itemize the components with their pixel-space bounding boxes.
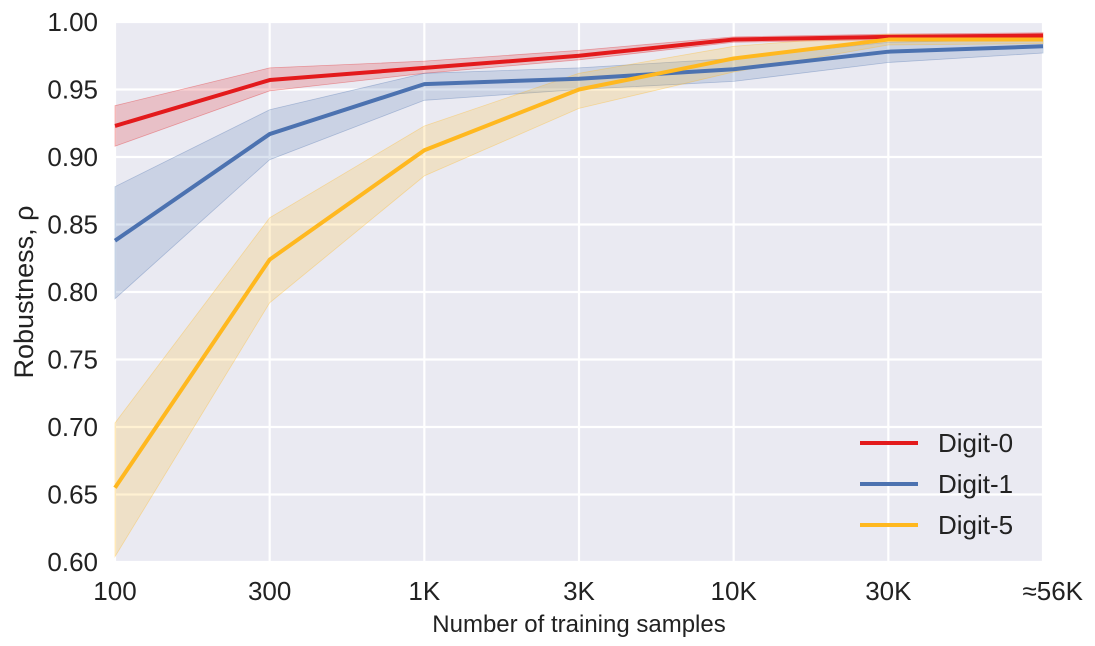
y-tick-label: 0.70 [47, 412, 98, 442]
series-lines [113, 33, 1044, 489]
y-tick-label: 0.85 [47, 210, 98, 240]
confidence-band [114, 33, 1044, 559]
legend: Digit-0 Digit-1 Digit-5 [860, 428, 1013, 540]
series-line [114, 33, 1044, 128]
y-tick-label: 0.90 [47, 142, 98, 172]
y-tick-label: 0.60 [47, 547, 98, 577]
confidence-band [114, 39, 1044, 300]
x-tick-label: 1K [408, 576, 440, 606]
y-tick-label: 1.00 [47, 7, 98, 37]
legend-label: Digit-0 [938, 428, 1013, 458]
y-tick-label: 0.75 [47, 345, 98, 375]
y-tick-label: 0.80 [47, 277, 98, 307]
series-line [113, 37, 1043, 489]
legend-label: Digit-1 [938, 469, 1013, 499]
x-tick-label: 3K [563, 576, 595, 606]
x-tick-label: 100 [93, 576, 136, 606]
legend-label: Digit-5 [938, 510, 1013, 540]
y-tick-label: 0.65 [47, 480, 98, 510]
series-line [113, 44, 1044, 243]
y-tick-label: 0.95 [47, 75, 98, 105]
x-tick-label: 30K [865, 576, 912, 606]
y-tick-labels: 0.60 0.65 0.70 0.75 0.80 0.85 0.90 0.95 1.00 [47, 7, 98, 577]
x-axis-title: Number of training samples [432, 611, 725, 638]
x-tick-labels: 100 300 1K 3K 10K 30K ≈56K [93, 576, 1083, 606]
x-tick-label: 300 [248, 576, 291, 606]
x-tick-label: 10K [711, 576, 758, 606]
x-tick-label: ≈56K [1022, 576, 1083, 606]
grid-lines [113, 20, 1045, 564]
y-axis-title: Robustness, ρ [9, 206, 39, 379]
